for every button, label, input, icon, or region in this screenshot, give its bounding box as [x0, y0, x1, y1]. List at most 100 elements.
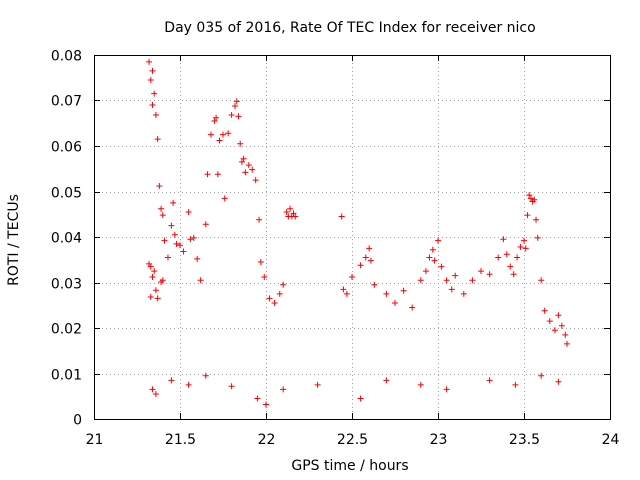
- chart-title: Day 035 of 2016, Rate Of TEC Index for r…: [164, 20, 535, 36]
- y-tick-label: 0.01: [51, 368, 82, 384]
- data-points: [146, 58, 570, 408]
- data-point: [524, 212, 531, 219]
- x-axis-label: GPS time / hours: [291, 458, 408, 474]
- data-point: [159, 212, 166, 219]
- data-point: [292, 213, 299, 220]
- data-point: [214, 171, 221, 178]
- data-point: [232, 102, 239, 109]
- data-point: [512, 381, 519, 388]
- data-point: [486, 377, 493, 384]
- data-point: [448, 286, 455, 293]
- data-point: [158, 205, 165, 212]
- data-point: [280, 386, 287, 393]
- data-point: [152, 390, 159, 397]
- data-point: [538, 277, 545, 284]
- data-point: [452, 272, 459, 279]
- data-point: [431, 257, 438, 264]
- x-tick-labels: 21 21.5 22 22.5 23 23.5 24: [86, 432, 620, 448]
- y-tick-label: 0.07: [51, 94, 82, 110]
- data-point: [409, 304, 416, 311]
- data-point: [254, 395, 261, 402]
- data-point: [443, 386, 450, 393]
- data-point: [551, 327, 558, 334]
- data-point: [204, 171, 211, 178]
- data-point: [146, 58, 153, 65]
- data-point: [173, 240, 180, 247]
- data-point: [500, 236, 507, 243]
- data-point: [197, 277, 204, 284]
- axis-ticks: [94, 55, 611, 420]
- data-point: [263, 401, 269, 408]
- data-point: [290, 210, 297, 217]
- plot-frame: [94, 55, 611, 420]
- data-point: [220, 131, 226, 138]
- data-point: [154, 136, 161, 143]
- data-point: [261, 274, 268, 281]
- data-point: [343, 290, 350, 297]
- data-point: [149, 67, 156, 74]
- data-point: [228, 383, 235, 390]
- data-point: [392, 299, 398, 306]
- data-point: [147, 263, 154, 270]
- x-tick-label: 23.5: [509, 432, 540, 448]
- data-point: [180, 248, 187, 255]
- data-point: [443, 277, 450, 284]
- data-point: [422, 268, 429, 275]
- data-point: [152, 112, 159, 119]
- y-tick-label: 0.06: [51, 140, 82, 156]
- data-point: [156, 183, 163, 190]
- data-point: [517, 244, 524, 251]
- data-point: [154, 295, 161, 302]
- data-point: [276, 290, 283, 297]
- data-point: [478, 268, 484, 275]
- data-point: [185, 208, 192, 215]
- y-tick-label: 0.02: [51, 322, 82, 338]
- data-point: [256, 216, 263, 223]
- data-point: [486, 271, 493, 278]
- data-point: [147, 294, 154, 301]
- data-point: [187, 236, 194, 243]
- data-point: [383, 377, 390, 384]
- data-point: [257, 259, 264, 266]
- x-tick-label: 21.5: [165, 432, 196, 448]
- data-point: [357, 262, 364, 269]
- data-point: [435, 237, 441, 244]
- y-axis-label: ROTI / TECUs: [6, 194, 22, 286]
- x-tick-label: 23: [430, 432, 448, 448]
- data-point: [366, 245, 373, 252]
- data-point: [314, 381, 321, 388]
- data-point: [190, 234, 197, 241]
- data-point: [383, 290, 390, 297]
- data-point: [564, 340, 570, 347]
- data-point: [555, 312, 562, 319]
- data-point: [503, 251, 510, 258]
- data-point: [469, 277, 476, 284]
- data-point: [429, 246, 436, 253]
- y-tick-label: 0.04: [51, 231, 82, 247]
- data-point: [171, 231, 178, 238]
- data-point: [362, 254, 369, 261]
- data-point: [202, 221, 209, 228]
- data-point: [147, 77, 154, 84]
- data-point: [371, 281, 378, 288]
- data-point: [213, 114, 220, 121]
- data-point: [417, 277, 424, 284]
- data-point: [242, 169, 249, 176]
- data-point: [495, 254, 502, 261]
- data-point: [531, 196, 538, 203]
- data-point: [249, 166, 256, 173]
- data-point: [149, 102, 156, 109]
- data-point: [235, 113, 242, 120]
- data-point: [194, 255, 201, 262]
- data-point: [460, 290, 467, 297]
- data-point: [233, 98, 240, 105]
- y-tick-label: 0.08: [51, 49, 82, 65]
- data-point: [558, 322, 565, 329]
- data-point: [237, 140, 244, 147]
- data-point: [533, 216, 540, 223]
- data-point: [211, 117, 218, 124]
- data-point: [240, 155, 247, 162]
- data-point: [287, 205, 294, 212]
- data-point: [151, 90, 158, 97]
